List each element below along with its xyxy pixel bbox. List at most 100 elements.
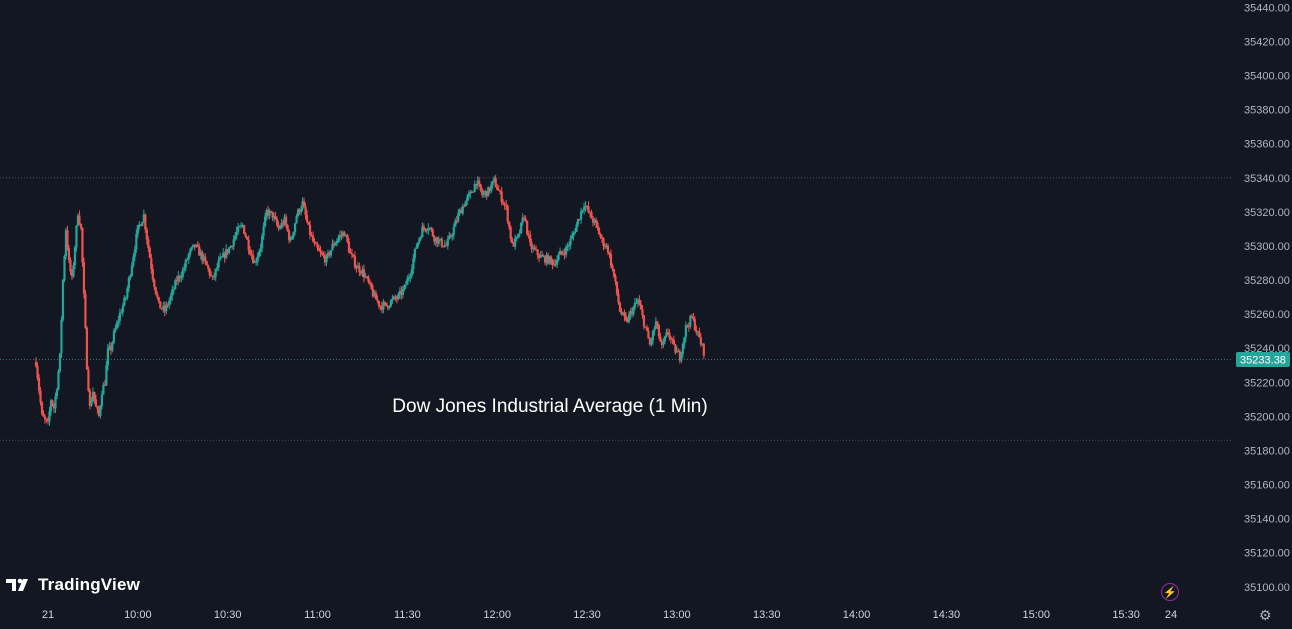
- candle-body: [159, 301, 162, 309]
- candle-body: [431, 229, 434, 237]
- candle-body: [328, 252, 331, 256]
- candle-body: [576, 219, 580, 225]
- candle-body: [395, 298, 398, 300]
- candle-body: [593, 219, 596, 223]
- candle-body: [253, 261, 256, 263]
- candle-body: [275, 219, 279, 225]
- candle-body: [117, 320, 120, 323]
- candle-body: [93, 391, 96, 400]
- candle-body: [82, 262, 86, 294]
- candle-body: [341, 232, 345, 236]
- candle-body: [42, 413, 45, 417]
- candle-body: [693, 319, 696, 331]
- tradingview-logo[interactable]: TradingView: [6, 575, 140, 595]
- candle-body: [464, 200, 467, 207]
- candle-body: [247, 239, 250, 251]
- candle-body: [249, 250, 252, 255]
- candle-body: [533, 247, 536, 250]
- candle-body: [370, 282, 373, 289]
- candle-body: [633, 302, 637, 308]
- candle-body: [334, 243, 337, 246]
- candle-body: [241, 225, 244, 227]
- candle-body: [280, 222, 283, 228]
- candle-body: [473, 183, 476, 192]
- candle-body: [168, 300, 171, 306]
- candle-body: [323, 255, 327, 263]
- candle-body: [380, 306, 384, 310]
- lightning-icon[interactable]: ⚡: [1161, 583, 1179, 601]
- candle-body: [479, 184, 482, 191]
- candle-body: [558, 251, 562, 255]
- price-axis[interactable]: 35440.00 35420.00 35400.00 35380.00 35360.00…: [1244, 2, 1290, 593]
- candle-body: [448, 235, 451, 240]
- candle-body: [388, 306, 391, 308]
- candle-body: [677, 350, 680, 352]
- candle-body: [213, 276, 216, 278]
- candle-body: [524, 218, 527, 221]
- candle-body: [246, 236, 249, 240]
- candle-body: [440, 238, 443, 247]
- time-tick-label: 13:30: [753, 609, 781, 621]
- candle-body: [157, 297, 160, 302]
- candle-body: [383, 302, 386, 304]
- candle-body: [662, 341, 665, 345]
- candle-body: [508, 221, 511, 227]
- candle-body: [347, 241, 351, 253]
- candle-body: [563, 253, 566, 255]
- candle-body: [331, 243, 334, 250]
- candle-body: [180, 277, 183, 279]
- candle-body: [590, 212, 593, 219]
- candle-body: [139, 224, 142, 227]
- candle-body: [51, 400, 54, 406]
- candle-body: [307, 221, 310, 225]
- candle-body: [211, 275, 214, 277]
- candle-body: [202, 256, 205, 261]
- price-tick-label: 35280.00: [1244, 275, 1290, 287]
- candle-body: [258, 251, 261, 257]
- candle-body: [148, 247, 151, 258]
- candle-body: [461, 206, 464, 214]
- candle-body: [599, 234, 602, 238]
- candle-body: [335, 240, 339, 244]
- price-tick-label: 35100.00: [1244, 582, 1290, 594]
- candle-body: [261, 235, 264, 249]
- candle-body: [292, 231, 295, 238]
- candle-body: [428, 228, 431, 230]
- candle-body: [163, 305, 166, 312]
- time-axis[interactable]: 21 10:00 10:30 11:00 11:30 12:00 12:30 13:00 13:…: [42, 609, 1177, 621]
- candle-body: [64, 230, 68, 257]
- candle-body: [344, 234, 348, 237]
- candle-body: [316, 244, 319, 249]
- candle-body: [681, 343, 684, 354]
- candle-body: [274, 216, 277, 220]
- candle-body: [183, 267, 186, 271]
- candle-body: [611, 266, 614, 270]
- candle-body: [627, 314, 631, 322]
- candle-body: [467, 193, 470, 197]
- candle-body: [208, 268, 211, 276]
- candle-body: [60, 319, 63, 354]
- candle-body: [171, 289, 174, 296]
- candle-body: [602, 238, 605, 247]
- candle-body: [656, 321, 659, 326]
- candle-body: [88, 390, 92, 406]
- candle-body: [374, 292, 378, 300]
- candle-body: [564, 247, 568, 255]
- gear-icon[interactable]: ⚙: [1259, 607, 1272, 623]
- candle-body: [515, 236, 518, 239]
- candle-body: [296, 209, 300, 217]
- candle-body: [250, 254, 253, 256]
- candle-body: [588, 212, 592, 214]
- candle-body: [536, 249, 539, 256]
- chart-title: Dow Jones Industrial Average (1 Min): [392, 396, 707, 417]
- candle-body: [36, 366, 39, 378]
- candle-body: [449, 235, 452, 237]
- candle-body: [434, 237, 437, 242]
- candle-body: [268, 210, 271, 216]
- candle-body: [421, 226, 424, 238]
- candle-body: [264, 216, 267, 227]
- candle-body: [235, 231, 238, 236]
- candle-body: [302, 201, 306, 207]
- candle-body: [626, 319, 629, 322]
- candle-body: [603, 246, 607, 248]
